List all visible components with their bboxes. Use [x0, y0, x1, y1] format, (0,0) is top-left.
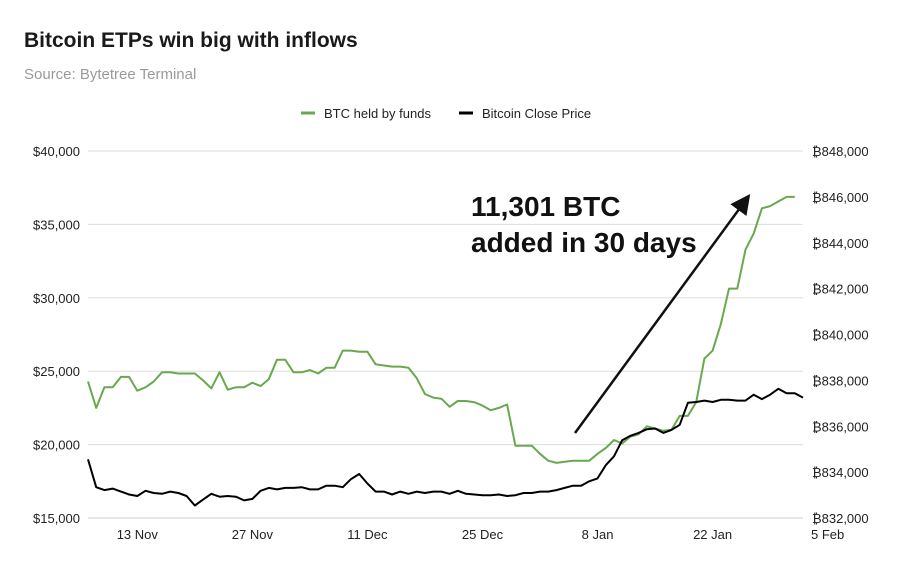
x-tick-label: 22 Jan [693, 527, 732, 542]
x-tick-label: 11 Dec [347, 527, 388, 542]
y-right-tick-label: ₿846,000 [812, 190, 869, 205]
chart-subtitle: Source: Bytetree Terminal [24, 66, 197, 83]
x-tick-label: 13 Nov [117, 527, 159, 542]
y-right-tick-label: ₿840,000 [812, 328, 869, 343]
series-line-bitcoin-close-price [87, 387, 804, 507]
series-lines [87, 195, 804, 507]
chart-title: Bitcoin ETPs win big with inflows [24, 29, 358, 52]
y-right-tick-label: ₿844,000 [812, 236, 869, 251]
legend-label: BTC held by funds [324, 106, 431, 121]
y-left-tick-label: $20,000 [33, 438, 80, 453]
y-left-tick-label: $15,000 [33, 511, 80, 526]
x-tick-label: 27 Nov [232, 527, 274, 542]
right-axis-ticks: ₿832,000 ₿834,000 ₿836,000 ₿838,000 ₿840,000… [812, 144, 869, 526]
x-tick-label: 8 Jan [582, 527, 614, 542]
annotation-line-1: 11,301 BTC [471, 191, 620, 222]
y-right-tick-label: ₿834,000 [812, 465, 869, 480]
annotation-line-2: added in 30 days [471, 227, 697, 258]
left-axis-ticks: $15,000 $20,000 $25,000 $30,000 $35,000 $40,0… [33, 144, 80, 526]
x-tick-label: 25 Dec [462, 527, 504, 542]
annotation-arrow [573, 193, 751, 434]
gridlines [88, 150, 803, 519]
y-left-tick-label: $30,000 [33, 291, 80, 306]
series-line-btc-held-by-funds [87, 195, 795, 464]
y-right-tick-label: ₿836,000 [812, 419, 869, 434]
y-right-tick-label: ₿848,000 [812, 144, 869, 159]
y-right-tick-label: ₿832,000 [812, 511, 869, 526]
x-axis-ticks: 13 Nov 27 Nov 11 Dec 25 Dec 8 Jan 22 Jan 5 Feb [117, 527, 845, 542]
y-left-tick-label: $25,000 [33, 364, 80, 379]
y-right-tick-label: ₿838,000 [812, 373, 869, 388]
annotation: 11,301 BTC added in 30 days [471, 191, 751, 434]
y-right-tick-label: ₿842,000 [812, 282, 869, 297]
legend: BTC held by funds Bitcoin Close Price [301, 106, 591, 121]
y-left-tick-label: $40,000 [33, 144, 80, 159]
x-tick-label: 5 Feb [811, 527, 844, 542]
legend-label: Bitcoin Close Price [482, 106, 591, 121]
y-left-tick-label: $35,000 [33, 217, 80, 232]
